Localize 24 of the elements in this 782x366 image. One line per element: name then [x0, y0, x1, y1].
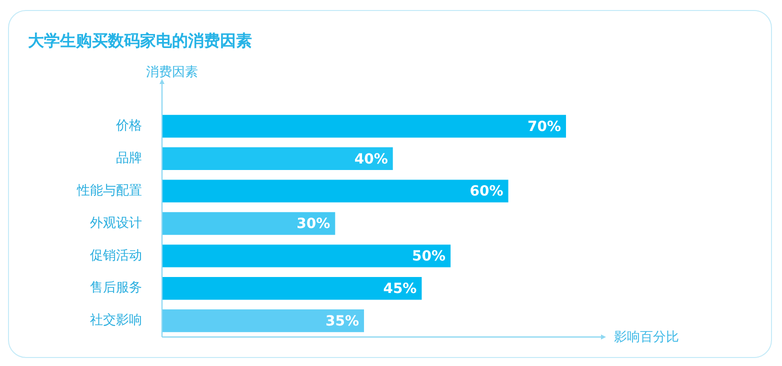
y-tick-label: 社交影响 — [90, 312, 142, 328]
bar — [162, 114, 566, 138]
bar — [162, 212, 336, 235]
bar — [162, 309, 364, 332]
data-label: 30% — [296, 216, 330, 232]
y-tick-label: 价格 — [115, 118, 142, 134]
data-label: 60% — [470, 184, 504, 200]
bar — [162, 244, 451, 268]
data-label: 70% — [527, 118, 561, 135]
y-tick-label: 外观设计 — [90, 216, 142, 231]
y-tick-label: 性能与配置 — [76, 183, 142, 198]
bar — [162, 180, 508, 202]
bar — [162, 147, 393, 170]
data-label: 40% — [354, 151, 388, 168]
data-label: 35% — [325, 313, 359, 330]
data-label: 45% — [383, 281, 417, 297]
y-tick-label: 品牌 — [116, 151, 142, 166]
bar — [162, 277, 422, 300]
x-axis-title: 影响百分比 — [614, 329, 679, 346]
y-axis-title: 消费因素 — [146, 64, 198, 81]
y-tick-label: 售后服务 — [90, 280, 142, 296]
chart-title: 大学生购买数码家电的消费因素 — [28, 31, 252, 52]
data-label: 50% — [412, 248, 446, 265]
y-tick-label: 促销活动 — [90, 248, 142, 264]
